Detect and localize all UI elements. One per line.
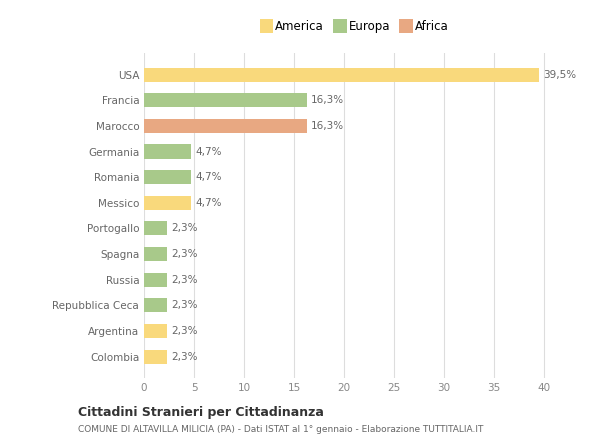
Legend: America, Europa, Africa: America, Europa, Africa (256, 16, 452, 37)
Text: 4,7%: 4,7% (195, 147, 221, 157)
Text: 2,3%: 2,3% (171, 275, 197, 285)
Text: 2,3%: 2,3% (171, 352, 197, 362)
Bar (144, 298, 167, 312)
Bar (144, 170, 191, 184)
Bar (144, 68, 539, 82)
Bar (144, 221, 167, 235)
Text: 39,5%: 39,5% (543, 70, 576, 80)
Text: 4,7%: 4,7% (195, 198, 221, 208)
Text: Cittadini Stranieri per Cittadinanza: Cittadini Stranieri per Cittadinanza (78, 406, 324, 419)
Bar (144, 144, 191, 158)
Bar (144, 273, 167, 287)
Bar (144, 196, 191, 210)
Text: COMUNE DI ALTAVILLA MILICIA (PA) - Dati ISTAT al 1° gennaio - Elaborazione TUTTI: COMUNE DI ALTAVILLA MILICIA (PA) - Dati … (78, 425, 484, 434)
Text: 16,3%: 16,3% (311, 121, 344, 131)
Bar (144, 247, 167, 261)
Text: 4,7%: 4,7% (195, 172, 221, 182)
Bar (144, 324, 167, 338)
Text: 16,3%: 16,3% (311, 95, 344, 105)
Bar (144, 349, 167, 363)
Text: 2,3%: 2,3% (171, 224, 197, 233)
Text: 2,3%: 2,3% (171, 300, 197, 310)
Bar (144, 93, 307, 107)
Text: 2,3%: 2,3% (171, 326, 197, 336)
Bar (144, 119, 307, 133)
Text: 2,3%: 2,3% (171, 249, 197, 259)
